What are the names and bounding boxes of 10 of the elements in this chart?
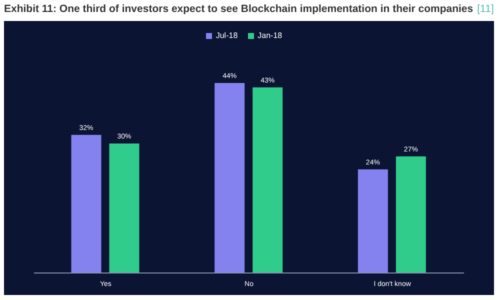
chart-title: Exhibit 11: One third of investors expect to see Blockchain implementation in their companies xyxy=(4,3,474,15)
bar xyxy=(109,143,140,273)
legend-label: Jan-18 xyxy=(258,31,282,40)
bar xyxy=(252,87,283,273)
legend-label: Jul-18 xyxy=(216,31,238,40)
text: [11] xyxy=(477,3,494,15)
bar xyxy=(358,169,388,273)
bar xyxy=(396,156,426,273)
bar xyxy=(71,134,102,273)
bar xyxy=(214,83,245,273)
